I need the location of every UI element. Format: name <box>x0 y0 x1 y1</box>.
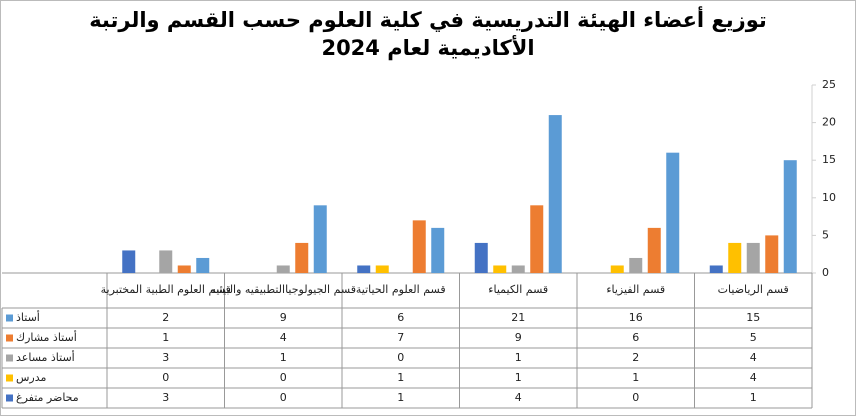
y-tick-label: 10 <box>822 191 836 204</box>
table-value: 1 <box>632 371 639 384</box>
table-value: 5 <box>750 331 757 344</box>
bar <box>783 160 797 273</box>
y-tick-label: 20 <box>822 116 836 129</box>
table-value: 21 <box>511 311 525 324</box>
y-tick-label: 5 <box>822 228 829 241</box>
table-value: 2 <box>632 351 639 364</box>
bar <box>276 265 290 273</box>
table-value: 4 <box>280 331 287 344</box>
chart-title: توزيع أعضاء الهيئة التدريسية في كلية الع… <box>89 8 767 60</box>
y-tick-label: 0 <box>822 266 829 279</box>
table-value: 0 <box>397 351 404 364</box>
bar <box>765 235 779 273</box>
table-value: 1 <box>515 351 522 364</box>
x-category-label: قسم الكيمياء <box>488 283 548 296</box>
bar <box>610 265 624 273</box>
legend-swatch <box>6 334 13 342</box>
table-value: 16 <box>629 311 643 324</box>
bar <box>196 257 210 273</box>
table-value: 9 <box>515 331 522 344</box>
table-value: 3 <box>162 351 169 364</box>
table-value: 4 <box>515 391 522 404</box>
bar <box>177 265 191 273</box>
legend-label: محاضر متفرغ <box>16 391 79 404</box>
legend-swatch <box>6 394 13 402</box>
table-value: 15 <box>746 311 760 324</box>
table-value: 0 <box>632 391 639 404</box>
bar <box>511 265 525 273</box>
table-value: 1 <box>515 371 522 384</box>
bar <box>295 242 309 273</box>
legend-label: أستاذ <box>16 310 40 324</box>
legend-swatch <box>6 354 13 362</box>
table-value: 1 <box>397 371 404 384</box>
bar <box>530 205 544 273</box>
bar <box>412 220 426 273</box>
legend-swatch <box>6 314 13 322</box>
bar <box>313 205 327 273</box>
table-value: 0 <box>280 391 287 404</box>
bar <box>666 152 680 273</box>
table-value: 0 <box>280 371 287 384</box>
x-category-label: قسم الرياضيات <box>718 283 789 296</box>
y-tick-label: 15 <box>822 153 836 166</box>
bar <box>431 227 445 273</box>
table-value: 3 <box>162 391 169 404</box>
y-tick-label: 25 <box>822 78 836 91</box>
table-value: 9 <box>280 311 287 324</box>
table-value: 0 <box>162 371 169 384</box>
table-value: 6 <box>397 311 404 324</box>
x-category-label: قسم العلوم الطبية المختبرية <box>101 283 231 296</box>
bar <box>746 242 760 273</box>
bar <box>357 265 371 273</box>
legend-swatch <box>6 374 13 382</box>
legend-label: أستاذ مساعد <box>16 350 75 364</box>
table-value: 1 <box>162 331 169 344</box>
bar <box>709 265 723 273</box>
table-value: 6 <box>632 331 639 344</box>
table-value: 1 <box>750 391 757 404</box>
x-category-label: قسم الفيزياء <box>606 283 665 296</box>
bar <box>647 227 661 273</box>
legend-label: أستاذ مشارك <box>16 330 77 344</box>
bar <box>159 250 173 273</box>
bar <box>629 257 643 273</box>
bar <box>375 265 389 273</box>
table-value: 1 <box>397 391 404 404</box>
table-value: 1 <box>280 351 287 364</box>
table-value: 2 <box>162 311 169 324</box>
legend-label: مدرس <box>16 371 47 384</box>
x-category-label: قسم العلوم الحياتية <box>356 283 446 296</box>
bar <box>493 265 507 273</box>
bar <box>728 242 742 273</box>
x-category-label: قسم الجيولوجياالتطبيقيه والبيئيه <box>211 283 356 296</box>
table-value: 4 <box>750 371 757 384</box>
bar <box>474 242 488 273</box>
bar <box>122 250 136 273</box>
table-value: 7 <box>397 331 404 344</box>
table-value: 4 <box>750 351 757 364</box>
bar <box>548 115 562 273</box>
